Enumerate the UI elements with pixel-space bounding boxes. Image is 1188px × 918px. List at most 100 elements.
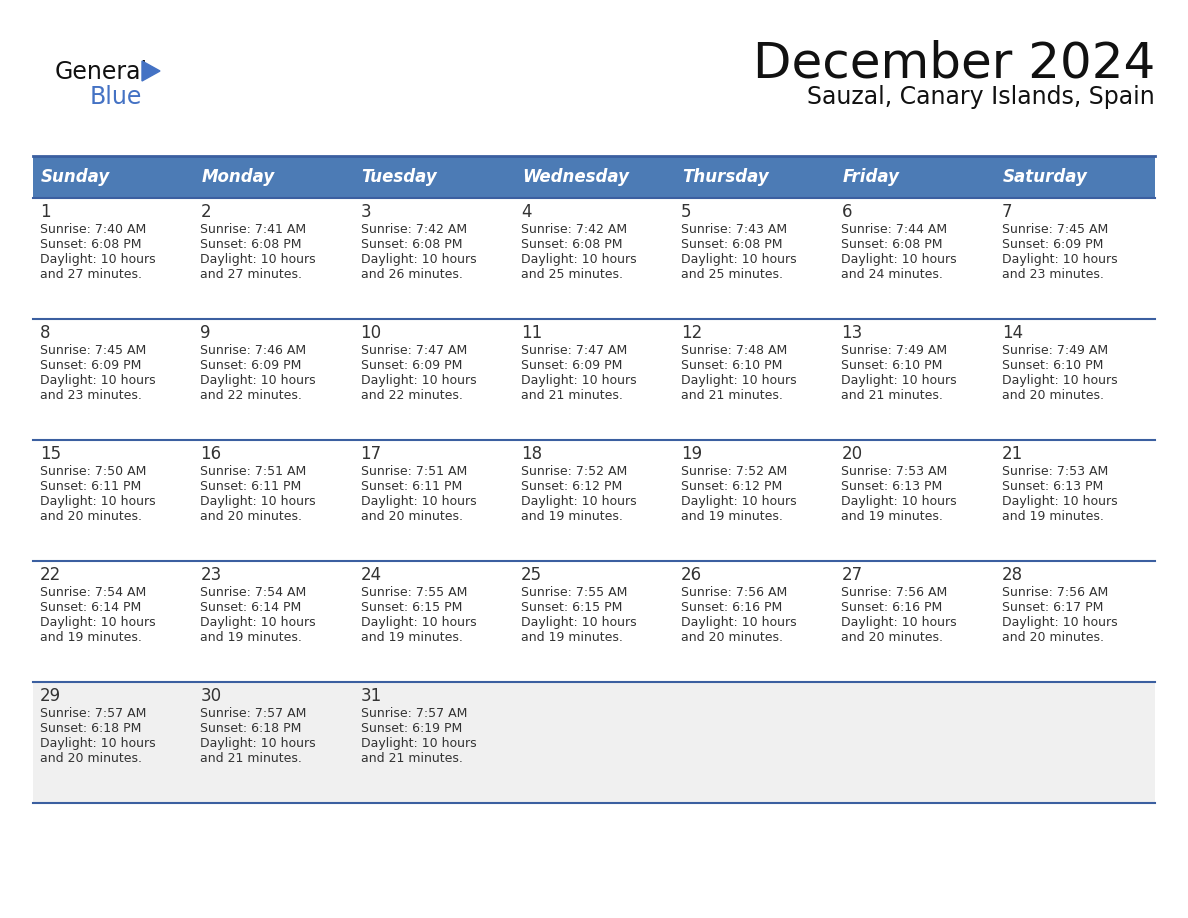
Text: 5: 5 — [681, 203, 691, 221]
Bar — [994, 319, 1155, 440]
Bar — [514, 319, 674, 440]
Text: Sunrise: 7:44 AM: Sunrise: 7:44 AM — [841, 223, 948, 236]
Text: Daylight: 10 hours: Daylight: 10 hours — [201, 253, 316, 266]
Text: Sunset: 6:08 PM: Sunset: 6:08 PM — [40, 238, 141, 251]
Bar — [194, 561, 354, 682]
Text: Sunset: 6:18 PM: Sunset: 6:18 PM — [40, 722, 141, 735]
Bar — [33, 440, 194, 561]
Text: Sunrise: 7:53 AM: Sunrise: 7:53 AM — [841, 465, 948, 478]
Text: Sauzal, Canary Islands, Spain: Sauzal, Canary Islands, Spain — [808, 85, 1155, 109]
Bar — [354, 319, 514, 440]
Text: 26: 26 — [681, 566, 702, 584]
Text: 10: 10 — [361, 324, 381, 342]
Text: Sunrise: 7:55 AM: Sunrise: 7:55 AM — [520, 586, 627, 599]
Text: Daylight: 10 hours: Daylight: 10 hours — [201, 495, 316, 508]
Bar — [994, 156, 1155, 198]
Text: Daylight: 10 hours: Daylight: 10 hours — [520, 495, 637, 508]
Bar — [994, 561, 1155, 682]
Text: Sunset: 6:13 PM: Sunset: 6:13 PM — [1001, 480, 1102, 493]
Text: and 19 minutes.: and 19 minutes. — [841, 510, 943, 523]
Text: Sunset: 6:09 PM: Sunset: 6:09 PM — [201, 359, 302, 372]
Text: and 22 minutes.: and 22 minutes. — [201, 389, 302, 402]
Text: 30: 30 — [201, 687, 221, 705]
Text: Sunset: 6:08 PM: Sunset: 6:08 PM — [520, 238, 623, 251]
Text: December 2024: December 2024 — [753, 40, 1155, 88]
Text: Daylight: 10 hours: Daylight: 10 hours — [681, 495, 797, 508]
Text: Sunset: 6:10 PM: Sunset: 6:10 PM — [681, 359, 783, 372]
Text: Sunrise: 7:54 AM: Sunrise: 7:54 AM — [201, 586, 307, 599]
Text: Daylight: 10 hours: Daylight: 10 hours — [361, 253, 476, 266]
Text: Daylight: 10 hours: Daylight: 10 hours — [841, 495, 958, 508]
Bar — [674, 440, 834, 561]
Text: 6: 6 — [841, 203, 852, 221]
Text: Sunset: 6:08 PM: Sunset: 6:08 PM — [841, 238, 943, 251]
Text: 19: 19 — [681, 445, 702, 463]
Text: and 21 minutes.: and 21 minutes. — [681, 389, 783, 402]
Bar — [194, 198, 354, 319]
Text: Friday: Friday — [842, 168, 899, 186]
Text: Sunset: 6:15 PM: Sunset: 6:15 PM — [520, 601, 623, 614]
Text: Sunrise: 7:45 AM: Sunrise: 7:45 AM — [40, 344, 146, 357]
Text: Daylight: 10 hours: Daylight: 10 hours — [841, 253, 958, 266]
Bar — [354, 156, 514, 198]
Text: General: General — [55, 60, 148, 84]
Text: and 20 minutes.: and 20 minutes. — [361, 510, 462, 523]
Text: Sunrise: 7:45 AM: Sunrise: 7:45 AM — [1001, 223, 1108, 236]
Text: Monday: Monday — [201, 168, 274, 186]
Text: Sunset: 6:16 PM: Sunset: 6:16 PM — [681, 601, 783, 614]
Bar — [834, 319, 994, 440]
Text: Daylight: 10 hours: Daylight: 10 hours — [40, 495, 156, 508]
Text: Daylight: 10 hours: Daylight: 10 hours — [1001, 374, 1118, 387]
Text: Sunset: 6:14 PM: Sunset: 6:14 PM — [201, 601, 302, 614]
Text: and 20 minutes.: and 20 minutes. — [1001, 631, 1104, 644]
Text: Sunset: 6:11 PM: Sunset: 6:11 PM — [201, 480, 302, 493]
Text: 21: 21 — [1001, 445, 1023, 463]
Text: and 23 minutes.: and 23 minutes. — [40, 389, 141, 402]
Text: and 21 minutes.: and 21 minutes. — [361, 752, 462, 765]
Text: and 24 minutes.: and 24 minutes. — [841, 268, 943, 281]
Text: Sunrise: 7:47 AM: Sunrise: 7:47 AM — [520, 344, 627, 357]
Bar — [354, 682, 514, 803]
Text: Sunrise: 7:47 AM: Sunrise: 7:47 AM — [361, 344, 467, 357]
Text: Daylight: 10 hours: Daylight: 10 hours — [681, 374, 797, 387]
Text: Daylight: 10 hours: Daylight: 10 hours — [40, 616, 156, 629]
Bar — [194, 682, 354, 803]
Bar — [674, 156, 834, 198]
Text: Sunset: 6:15 PM: Sunset: 6:15 PM — [361, 601, 462, 614]
Text: Thursday: Thursday — [682, 168, 769, 186]
Text: 31: 31 — [361, 687, 381, 705]
Bar — [33, 198, 194, 319]
Text: Sunset: 6:16 PM: Sunset: 6:16 PM — [841, 601, 943, 614]
Text: Sunrise: 7:46 AM: Sunrise: 7:46 AM — [201, 344, 307, 357]
Text: and 19 minutes.: and 19 minutes. — [40, 631, 141, 644]
Text: 20: 20 — [841, 445, 862, 463]
Text: and 19 minutes.: and 19 minutes. — [1001, 510, 1104, 523]
Text: Daylight: 10 hours: Daylight: 10 hours — [520, 616, 637, 629]
Text: Sunset: 6:17 PM: Sunset: 6:17 PM — [1001, 601, 1104, 614]
Text: Tuesday: Tuesday — [361, 168, 437, 186]
Text: Sunset: 6:10 PM: Sunset: 6:10 PM — [1001, 359, 1104, 372]
Text: Sunset: 6:09 PM: Sunset: 6:09 PM — [40, 359, 141, 372]
Text: Daylight: 10 hours: Daylight: 10 hours — [841, 374, 958, 387]
Text: 11: 11 — [520, 324, 542, 342]
Bar — [33, 682, 194, 803]
Text: Sunset: 6:12 PM: Sunset: 6:12 PM — [681, 480, 783, 493]
Text: Blue: Blue — [90, 85, 143, 109]
Bar — [33, 319, 194, 440]
Text: Sunset: 6:09 PM: Sunset: 6:09 PM — [1001, 238, 1104, 251]
Text: Sunset: 6:12 PM: Sunset: 6:12 PM — [520, 480, 623, 493]
Text: Sunrise: 7:57 AM: Sunrise: 7:57 AM — [361, 707, 467, 720]
Text: 24: 24 — [361, 566, 381, 584]
Text: Sunrise: 7:42 AM: Sunrise: 7:42 AM — [361, 223, 467, 236]
Text: Daylight: 10 hours: Daylight: 10 hours — [361, 737, 476, 750]
Text: Sunset: 6:11 PM: Sunset: 6:11 PM — [361, 480, 462, 493]
Text: and 25 minutes.: and 25 minutes. — [681, 268, 783, 281]
Text: Daylight: 10 hours: Daylight: 10 hours — [1001, 253, 1118, 266]
Text: 28: 28 — [1001, 566, 1023, 584]
Text: Sunrise: 7:43 AM: Sunrise: 7:43 AM — [681, 223, 788, 236]
Text: Daylight: 10 hours: Daylight: 10 hours — [361, 374, 476, 387]
Text: 17: 17 — [361, 445, 381, 463]
Text: and 19 minutes.: and 19 minutes. — [201, 631, 302, 644]
Text: Sunset: 6:11 PM: Sunset: 6:11 PM — [40, 480, 141, 493]
Bar — [354, 561, 514, 682]
